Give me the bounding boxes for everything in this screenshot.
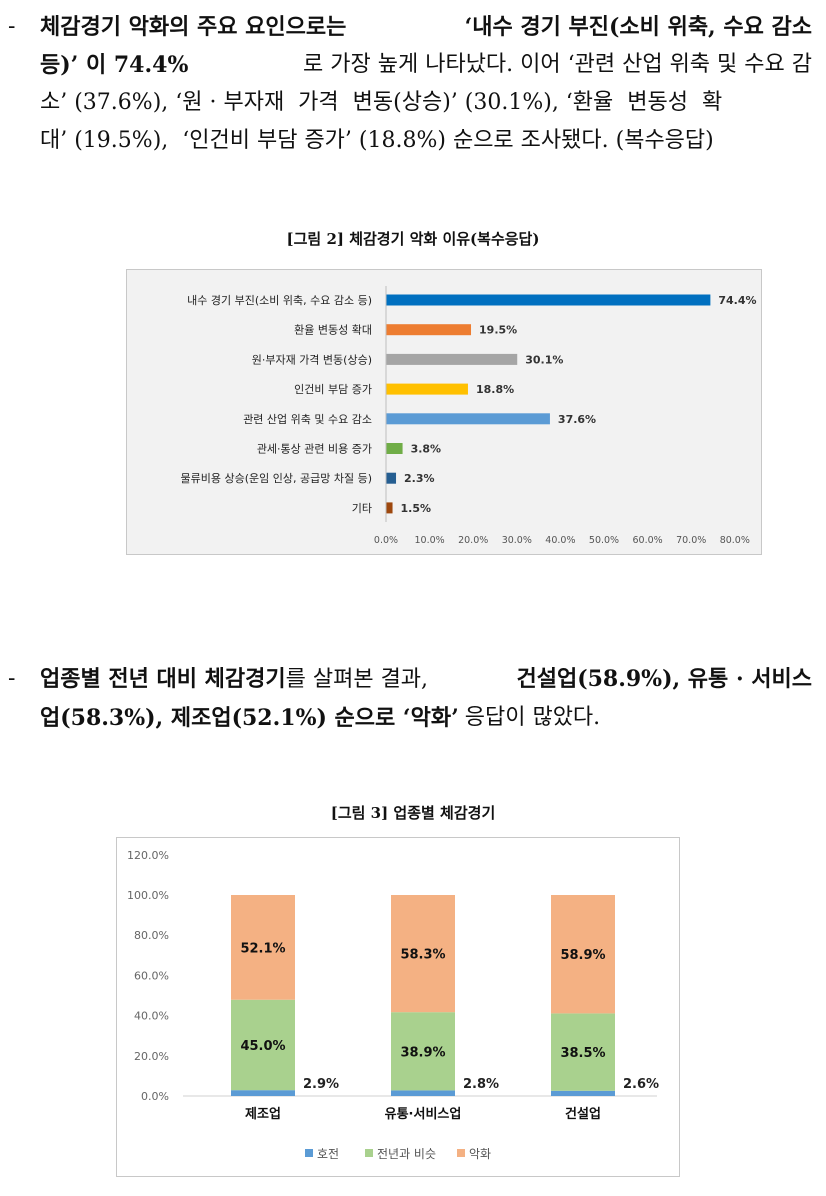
para1-lead: 체감경기 악화의 주요 요인으로는 xyxy=(40,14,347,40)
data-label: 2.6% xyxy=(623,1077,659,1092)
data-label: 58.3% xyxy=(400,948,445,963)
category-label: 유통·서비스업 xyxy=(385,1107,462,1122)
data-label: 2.3% xyxy=(404,472,435,485)
category-label: 건설업 xyxy=(565,1106,601,1122)
data-label: 19.5% xyxy=(479,324,517,337)
data-label: 52.1% xyxy=(240,941,285,956)
bar-segment xyxy=(231,895,295,1000)
tick-label: 100.0% xyxy=(127,889,169,902)
tick-label: 70.0% xyxy=(676,535,706,546)
tick-label: 0.0% xyxy=(374,535,398,546)
legend-swatch xyxy=(365,1149,373,1157)
data-label: 2.9% xyxy=(303,1077,339,1092)
category-label: 물류비용 상승(운임 인상, 공급망 차질 등) xyxy=(181,472,372,485)
para1-line3-text: 소’ (37.6%), ‘원 · 부자재 가격 변동(상승)’ (30.1%),… xyxy=(40,90,723,115)
para2-line2-text: 응답이 많았다. xyxy=(464,705,601,730)
para2-line1: - 업종별 전년 대비 체감경기를 살펴본 결과, 건설업(58.9%), 유통… xyxy=(8,660,812,699)
para2-bold-tail: 건설업(58.9%), 유통 · 서비스 xyxy=(516,666,812,692)
tick-label: 40.0% xyxy=(134,1010,169,1023)
legend-swatch xyxy=(305,1149,313,1157)
para2-line2-bold: 업(58.3%), 제조업(52.1%) 순으로 ‘악화’ xyxy=(40,705,459,731)
tick-label: 20.0% xyxy=(458,535,488,546)
category-label: 환율 변동성 확대 xyxy=(294,324,372,337)
category-label: 제조업 xyxy=(245,1107,281,1122)
para1-line2-text: 로 가장 높게 나타났다. 이어 ‘관련 산업 위축 및 수요 감 xyxy=(303,52,812,77)
bar-segment xyxy=(551,1013,615,1091)
tick-label: 30.0% xyxy=(502,535,532,546)
bar xyxy=(386,324,472,336)
category-label: 관련 산업 위축 및 수요 감소 xyxy=(243,413,372,426)
para1-line3: 소’ (37.6%), ‘원 · 부자재 가격 변동(상승)’ (30.1%),… xyxy=(8,84,812,122)
tick-label: 40.0% xyxy=(545,535,575,546)
legend-label: 악화 xyxy=(469,1147,491,1161)
bar-segment xyxy=(231,1090,295,1096)
tick-label: 10.0% xyxy=(415,535,445,546)
figure2-svg: 내수 경기 부진(소비 위축, 수요 감소 등) 74.4% 환율 변동성 확대 19… xyxy=(181,286,757,546)
data-label: 18.8% xyxy=(476,383,514,396)
bullet-dash: - xyxy=(8,666,16,691)
para1-line2: 등)’ 이 74.4% 로 가장 높게 나타났다. 이어 ‘관련 산업 위축 및… xyxy=(8,46,812,84)
data-label: 45.0% xyxy=(240,1039,285,1054)
data-label: 58.9% xyxy=(560,948,605,963)
data-label: 38.9% xyxy=(400,1045,445,1060)
tick-label: 0.0% xyxy=(141,1090,169,1103)
bar xyxy=(386,443,403,454)
data-label: 74.4% xyxy=(718,294,756,307)
legend-label: 호전 xyxy=(317,1147,339,1161)
category-label: 관세·통상 관련 비용 증가 xyxy=(257,443,372,456)
para1-line4-text: 대’ (19.5%), ‘인건비 부담 증가’ (18.8%) 순으로 조사됐다… xyxy=(40,128,714,153)
bar xyxy=(386,294,711,306)
bar xyxy=(386,353,518,365)
tick-label: 60.0% xyxy=(134,969,169,982)
para1-line4: 대’ (19.5%), ‘인건비 부담 증가’ (18.8%) 순으로 조사됐다… xyxy=(8,122,812,160)
tick-label: 50.0% xyxy=(589,535,619,546)
bar-segment xyxy=(551,895,615,1014)
bar-segment xyxy=(391,895,455,1013)
data-label: 2.8% xyxy=(463,1077,499,1092)
data-label: 38.5% xyxy=(560,1046,605,1061)
legend-label: 전년과 비슷 xyxy=(377,1147,436,1161)
category-label: 기타 xyxy=(352,502,372,515)
bar xyxy=(386,472,397,484)
bar xyxy=(386,383,468,395)
figure3-title: [그림 3] 업종별 체감경기 xyxy=(330,804,496,822)
data-label: 3.8% xyxy=(411,443,442,456)
para1-line1: - 체감경기 악화의 주요 요인으로는 ‘내수 경기 부진(소비 위축, 수요 … xyxy=(8,8,812,46)
category-label: 인건비 부담 증가 xyxy=(294,383,372,396)
data-label: 1.5% xyxy=(401,502,432,515)
bar-segment xyxy=(231,999,295,1091)
bar xyxy=(386,413,550,425)
bar-segment xyxy=(391,1090,455,1096)
para1-line2-bold: 등)’ 이 74.4% xyxy=(40,52,189,78)
bar xyxy=(386,502,393,514)
figure2-title: [그림 2] 체감경기 악화 이유(복수응답) xyxy=(286,230,540,248)
data-label: 37.6% xyxy=(558,413,596,426)
tick-label: 60.0% xyxy=(633,535,663,546)
tick-label: 80.0% xyxy=(134,929,169,942)
tick-label: 120.0% xyxy=(127,849,169,862)
tick-label: 80.0% xyxy=(720,535,750,546)
figure3-svg: 0.0% 20.0% 40.0% 60.0% 80.0% 100.0% 120.0% 2.9%… xyxy=(127,849,659,1161)
para2-lead: 업종별 전년 대비 체감경기 xyxy=(40,666,286,692)
legend-swatch xyxy=(457,1149,465,1157)
paragraph-2: - 업종별 전년 대비 체감경기를 살펴본 결과, 건설업(58.9%), 유통… xyxy=(8,660,812,737)
para1-quote: ‘내수 경기 부진(소비 위축, 수요 감소 xyxy=(464,14,812,40)
category-label: 내수 경기 부진(소비 위축, 수요 감소 등) xyxy=(187,294,372,307)
bar-segment xyxy=(391,1012,455,1091)
category-label: 원·부자재 가격 변동(상승) xyxy=(252,353,372,366)
para2-line2: 업(58.3%), 제조업(52.1%) 순으로 ‘악화’ 응답이 많았다. xyxy=(8,699,812,737)
bullet-dash: - xyxy=(8,14,16,39)
figure2-chart: 내수 경기 부진(소비 위축, 수요 감소 등) 74.4% 환율 변동성 확대 19… xyxy=(126,269,762,555)
data-label: 30.1% xyxy=(525,353,563,366)
para2-lead-rest: 를 살펴본 결과, xyxy=(285,667,429,692)
paragraph-1: - 체감경기 악화의 주요 요인으로는 ‘내수 경기 부진(소비 위축, 수요 … xyxy=(8,8,812,160)
tick-label: 20.0% xyxy=(134,1050,169,1063)
figure3-chart: 0.0% 20.0% 40.0% 60.0% 80.0% 100.0% 120.0% 2.9%… xyxy=(116,837,680,1177)
bar-segment xyxy=(551,1090,615,1096)
